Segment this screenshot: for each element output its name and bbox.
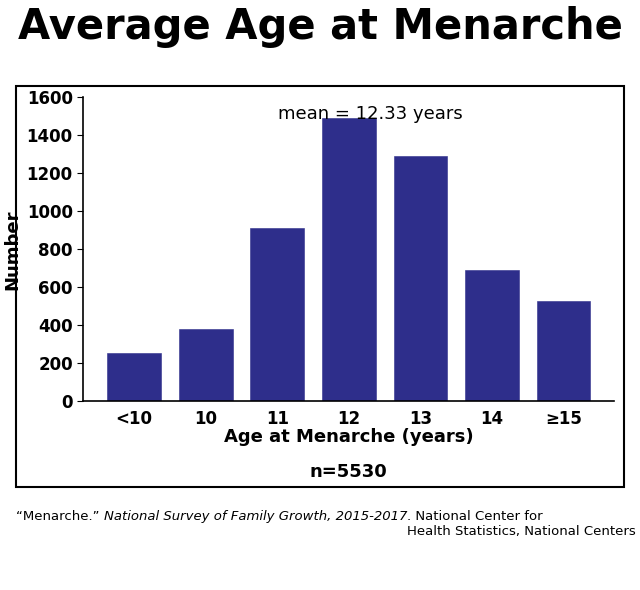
Bar xyxy=(179,329,232,401)
Bar xyxy=(465,270,518,401)
Text: . National Center for
Health Statistics, National Centers for Disease Control an: . National Center for Health Statistics,… xyxy=(407,510,640,538)
Text: “Menarche.”: “Menarche.” xyxy=(16,510,104,523)
Bar xyxy=(250,228,304,401)
Text: National Survey of Family Growth, 2015-2017: National Survey of Family Growth, 2015-2… xyxy=(104,510,407,523)
Bar xyxy=(536,300,590,401)
Text: Age at Menarche (years): Age at Menarche (years) xyxy=(224,428,474,445)
Bar xyxy=(108,353,161,401)
Y-axis label: Number: Number xyxy=(3,209,21,290)
Text: n=5530: n=5530 xyxy=(310,463,388,481)
Text: Average Age at Menarche: Average Age at Menarche xyxy=(17,5,623,48)
Bar xyxy=(322,118,376,401)
Bar xyxy=(394,156,447,401)
Text: mean = 12.33 years: mean = 12.33 years xyxy=(278,105,463,123)
